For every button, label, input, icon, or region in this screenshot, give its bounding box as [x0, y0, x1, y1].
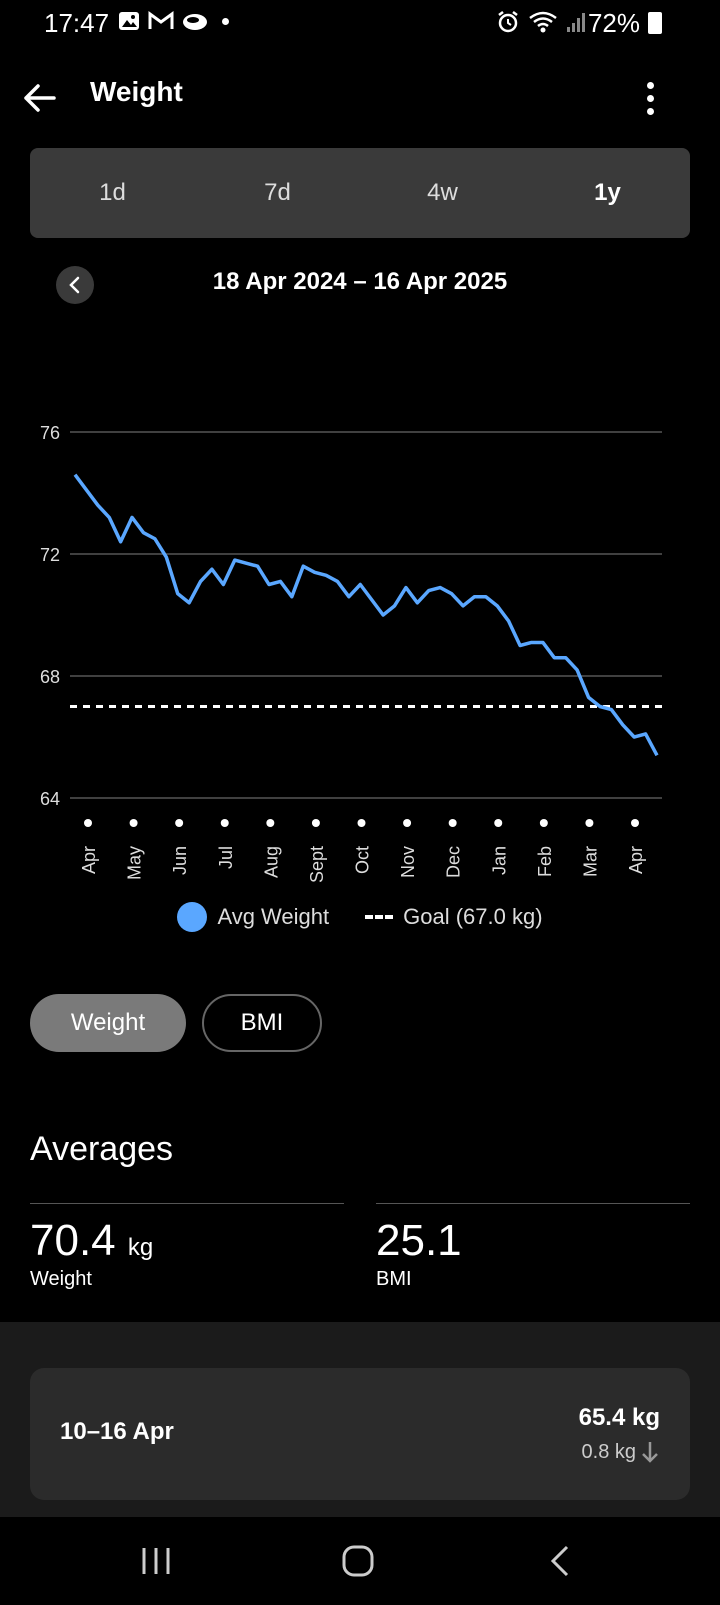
legend-dot-icon	[177, 902, 208, 932]
battery-level: 72%	[587, 8, 640, 38]
avg-weight-line	[73, 473, 659, 757]
x-tick-label: Oct	[353, 846, 373, 874]
previous-period-button[interactable]	[56, 266, 94, 304]
divider	[376, 1203, 690, 1204]
battery-icon	[648, 12, 662, 34]
cloud-icon	[183, 14, 207, 30]
back-nav-icon	[550, 1545, 569, 1577]
y-tick-label: 76	[40, 423, 60, 443]
date-range: 18 Apr 2024 – 16 Apr 2025	[212, 268, 508, 295]
legend-goal: Goal (67.0 kg)	[365, 904, 543, 930]
chevron-left-icon	[69, 276, 80, 294]
home-button[interactable]	[328, 1538, 388, 1584]
month-dot	[494, 819, 503, 827]
tab-1y[interactable]: 1y	[594, 179, 621, 206]
avg-bmi-value: 25.1	[376, 1216, 462, 1265]
y-tick-label: 64	[40, 789, 60, 809]
dot-icon	[222, 17, 229, 25]
legend-goal-label: Goal (67.0 kg)	[403, 904, 543, 929]
tab-4w[interactable]: 4w	[427, 179, 458, 206]
gmail-icon	[148, 11, 174, 29]
x-tick-label: Dec	[444, 846, 464, 878]
recent-apps-icon	[142, 1548, 170, 1574]
month-dot	[266, 819, 275, 827]
month-dot	[84, 819, 92, 827]
week-change: 0.8 kg	[582, 1440, 660, 1464]
more-dot-icon	[646, 107, 654, 115]
month-dot	[220, 819, 229, 827]
x-tick-label: Apr	[79, 846, 99, 874]
period-selector: 1d 7d 4w 1y	[30, 148, 690, 238]
month-dot	[357, 819, 366, 827]
month-dot	[631, 819, 639, 827]
weight-toggle-button[interactable]: Weight	[30, 994, 186, 1052]
month-dot	[129, 819, 138, 827]
x-tick-label: Jan	[489, 846, 509, 875]
more-dot-icon	[646, 94, 654, 102]
x-tick-label: Jul	[216, 846, 236, 869]
y-tick-label: 72	[40, 545, 60, 565]
y-tick-label: 68	[40, 667, 60, 687]
averages-title: Averages	[30, 1130, 174, 1168]
bmi-toggle-button[interactable]: BMI	[202, 994, 322, 1052]
status-time: 17:47	[44, 8, 110, 38]
x-tick-label: Mar	[580, 846, 600, 877]
arrow-down-icon	[642, 1442, 658, 1463]
tab-7d[interactable]: 7d	[264, 179, 291, 206]
avg-weight: 70.4 kg	[30, 1216, 153, 1266]
signal-icon	[567, 13, 585, 32]
x-tick-label: Aug	[261, 846, 281, 878]
alarm-icon	[498, 11, 518, 33]
back-button[interactable]	[20, 78, 60, 118]
x-tick-label: Jun	[170, 846, 190, 875]
x-tick-label: Sept	[307, 846, 327, 883]
month-dot	[403, 819, 412, 827]
legend-avg-weight-label: Avg Weight	[217, 904, 330, 929]
more-dot-icon	[646, 81, 654, 89]
avg-weight-label: Weight	[30, 1268, 92, 1290]
home-icon	[342, 1545, 374, 1577]
x-tick-label: Feb	[535, 846, 555, 877]
avg-bmi-label: BMI	[376, 1268, 412, 1290]
legend-dash-icon	[365, 915, 394, 919]
month-dot	[539, 819, 548, 827]
divider	[30, 1203, 344, 1204]
gallery-icon	[119, 12, 139, 30]
week-range: 10–16 Apr	[60, 1418, 174, 1445]
week-summary-card[interactable]	[30, 1368, 690, 1500]
legend-avg-weight: Avg Weight	[177, 902, 329, 932]
more-options-button[interactable]	[630, 78, 670, 118]
x-tick-label: Apr	[626, 846, 646, 874]
recent-apps-button[interactable]	[126, 1538, 186, 1584]
week-value: 65.4 kg	[578, 1404, 660, 1431]
chart-legend: Avg Weight Goal (67.0 kg)	[0, 902, 720, 932]
status-icons-right	[496, 10, 586, 34]
week-change-value: 0.8 kg	[581, 1440, 636, 1463]
avg-weight-value: 70.4	[30, 1216, 116, 1265]
avg-weight-unit: kg	[127, 1234, 154, 1261]
month-dot	[175, 819, 184, 827]
back-nav-button[interactable]	[530, 1538, 590, 1584]
wifi-icon	[529, 11, 557, 33]
arrow-left-icon	[24, 84, 56, 112]
month-dot	[585, 819, 594, 827]
page-title: Weight	[90, 76, 183, 107]
month-dot	[448, 819, 457, 827]
x-tick-label: Nov	[398, 846, 418, 878]
navigation-bar	[0, 1517, 720, 1605]
x-tick-label: May	[125, 846, 145, 880]
status-icons-left	[118, 10, 229, 32]
tab-1d[interactable]: 1d	[99, 179, 126, 206]
weight-chart: 76 72 68 64 Apr May Jun Jul Aug Sept Oct Nov Dec Jan F…	[40, 423, 662, 883]
month-dot	[311, 819, 320, 827]
